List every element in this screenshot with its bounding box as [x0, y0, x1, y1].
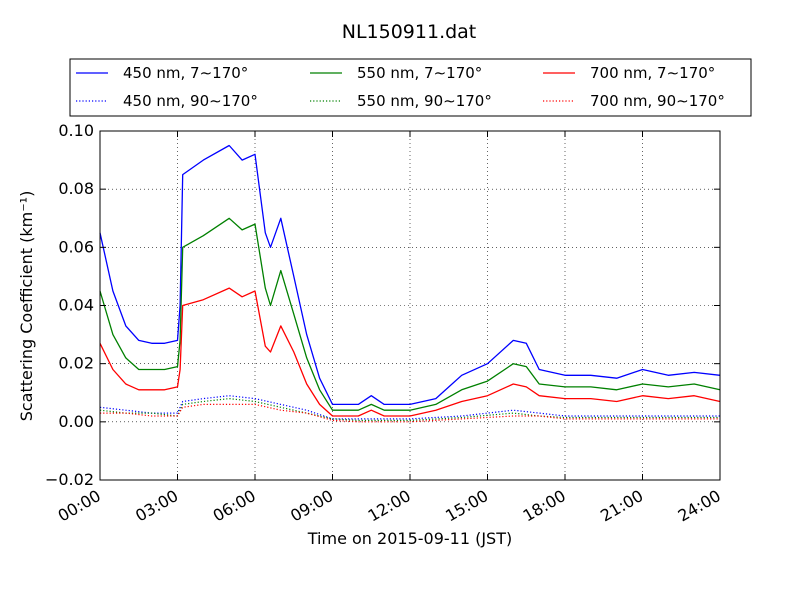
- series-line-1: [99, 144, 721, 406]
- x-tick-label: 12:00: [365, 486, 414, 526]
- x-tick-label: 09:00: [287, 486, 336, 526]
- y-tick-label: −0.02: [45, 470, 94, 489]
- plot-area: [99, 130, 721, 481]
- x-axis-label: Time on 2015-09-11 (JST): [307, 529, 512, 548]
- axis-ticks: [99, 130, 721, 481]
- x-tick-label: 03:00: [132, 486, 181, 526]
- y-tick-label: 0.06: [58, 237, 94, 256]
- legend-label: 550 nm, 7∼170°: [357, 64, 482, 82]
- legend: 450 nm, 7∼170° 550 nm, 7∼170° 700 nm, 7∼17…: [69, 58, 752, 117]
- x-tick-labels: 00:00 03:00 06:00 09:00 12:00 15:00 18:00 21:00…: [55, 486, 724, 526]
- series-lines: [99, 144, 721, 423]
- x-tick-label: 15:00: [442, 486, 491, 526]
- series-line-3: [99, 287, 721, 417]
- y-tick-label: 0.00: [58, 412, 94, 431]
- x-tick-label: 24:00: [675, 486, 724, 526]
- y-tick-label: 0.04: [58, 296, 94, 315]
- y-axis-label: Scattering Coefficient (km⁻¹): [17, 191, 36, 422]
- series-line-2: [99, 217, 721, 411]
- legend-label: 700 nm, 7∼170°: [590, 64, 715, 82]
- y-tick-labels: −0.02 0.00 0.02 0.04 0.06 0.08 0.10: [45, 121, 94, 489]
- grid-lines: [100, 131, 720, 480]
- legend-label: 550 nm, 90∼170°: [357, 92, 492, 110]
- series-line-5: [99, 398, 720, 421]
- y-tick-label: 0.10: [58, 121, 94, 140]
- y-tick-label: 0.08: [58, 179, 94, 198]
- x-tick-label: 00:00: [55, 486, 104, 526]
- legend-label: 700 nm, 90∼170°: [590, 92, 725, 110]
- y-tick-label: 0.02: [58, 354, 94, 373]
- x-tick-label: 06:00: [210, 486, 259, 526]
- series-line-6: [100, 403, 720, 423]
- x-tick-label: 21:00: [597, 486, 646, 526]
- legend-label: 450 nm, 7∼170°: [123, 64, 248, 82]
- x-tick-label: 18:00: [520, 486, 569, 526]
- legend-label: 450 nm, 90∼170°: [123, 92, 258, 110]
- legend-box: [69, 58, 752, 117]
- chart-title: NL150911.dat: [342, 21, 477, 43]
